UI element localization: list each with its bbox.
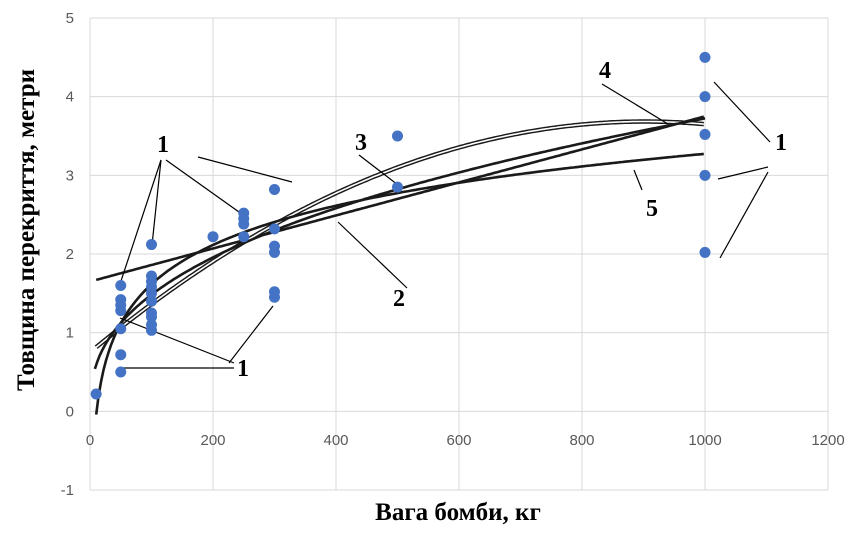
leader-line [151, 159, 162, 246]
data-point [699, 128, 711, 140]
leader-line [358, 154, 399, 186]
data-point [238, 218, 250, 230]
data-point [115, 323, 127, 335]
data-point [115, 349, 127, 361]
leader-line [633, 169, 643, 191]
annotation-label: 1 [157, 132, 169, 158]
data-point [115, 279, 127, 291]
x-tick-label: 200 [200, 432, 225, 449]
annotation-label: 5 [646, 196, 658, 222]
y-tick-label: 1 [66, 325, 74, 342]
annotation-label: 4 [599, 58, 611, 84]
data-point [238, 231, 250, 243]
x-tick-label: 0 [86, 432, 94, 449]
data-point [115, 366, 127, 378]
annotation-label: 3 [355, 130, 367, 156]
data-point [699, 169, 711, 181]
leader-line [119, 317, 235, 364]
trendline-3 [95, 120, 704, 348]
annotation-label: 2 [393, 286, 405, 312]
data-points [90, 51, 711, 400]
trendline-5 [94, 152, 704, 415]
x-tick-label: 1000 [688, 432, 721, 449]
x-tick-label: 600 [446, 432, 471, 449]
data-point [269, 223, 280, 235]
x-tick-label: 800 [569, 432, 594, 449]
leader-line [601, 83, 669, 125]
trendlines [93, 115, 706, 415]
data-point [392, 181, 403, 193]
leader-line [719, 171, 769, 259]
annotation-label: 1 [237, 356, 249, 382]
y-tick-label: 3 [66, 167, 74, 184]
annotations: 1 1 1 4 2 3 5 [157, 58, 787, 382]
trendline-2 [95, 115, 705, 282]
y-tick-label: 4 [66, 89, 74, 106]
y-tick-label: 0 [66, 403, 74, 420]
data-point [699, 246, 711, 258]
annotation-leader-lines [119, 81, 771, 369]
leader-line [713, 81, 771, 143]
leader-line [717, 166, 769, 180]
y-tick-label: -1 [61, 482, 74, 499]
leader-line [165, 159, 240, 213]
data-point [392, 130, 403, 142]
data-point [146, 311, 157, 323]
data-point [699, 91, 711, 103]
trendline-4 [93, 117, 706, 370]
data-point [269, 183, 280, 195]
x-axis-title: Вага бомби, кг [375, 499, 541, 526]
data-point [269, 246, 280, 258]
y-axis-title: Товщина перекриття, метри [13, 69, 40, 391]
data-point [699, 51, 711, 63]
data-point [90, 388, 102, 400]
leader-line [228, 305, 274, 364]
x-tick-label: 1200 [811, 432, 844, 449]
tick-labels: 0 200 400 600 800 1000 1200 -1 0 1 2 3 4 5 [61, 10, 845, 499]
data-point [146, 287, 157, 299]
y-tick-label: 2 [66, 246, 74, 263]
data-point [146, 239, 157, 251]
x-tick-label: 400 [323, 432, 348, 449]
data-point [146, 295, 157, 307]
leader-line [337, 221, 408, 289]
y-tick-label: 5 [66, 10, 74, 27]
gridlines [89, 17, 829, 491]
leader-line [197, 156, 293, 183]
trendline-3-outline [94, 119, 704, 349]
leader-line [119, 159, 162, 285]
data-point [115, 305, 127, 317]
data-point [207, 231, 219, 243]
data-point [146, 324, 157, 336]
annotation-label: 1 [775, 130, 787, 156]
data-point [269, 291, 280, 303]
